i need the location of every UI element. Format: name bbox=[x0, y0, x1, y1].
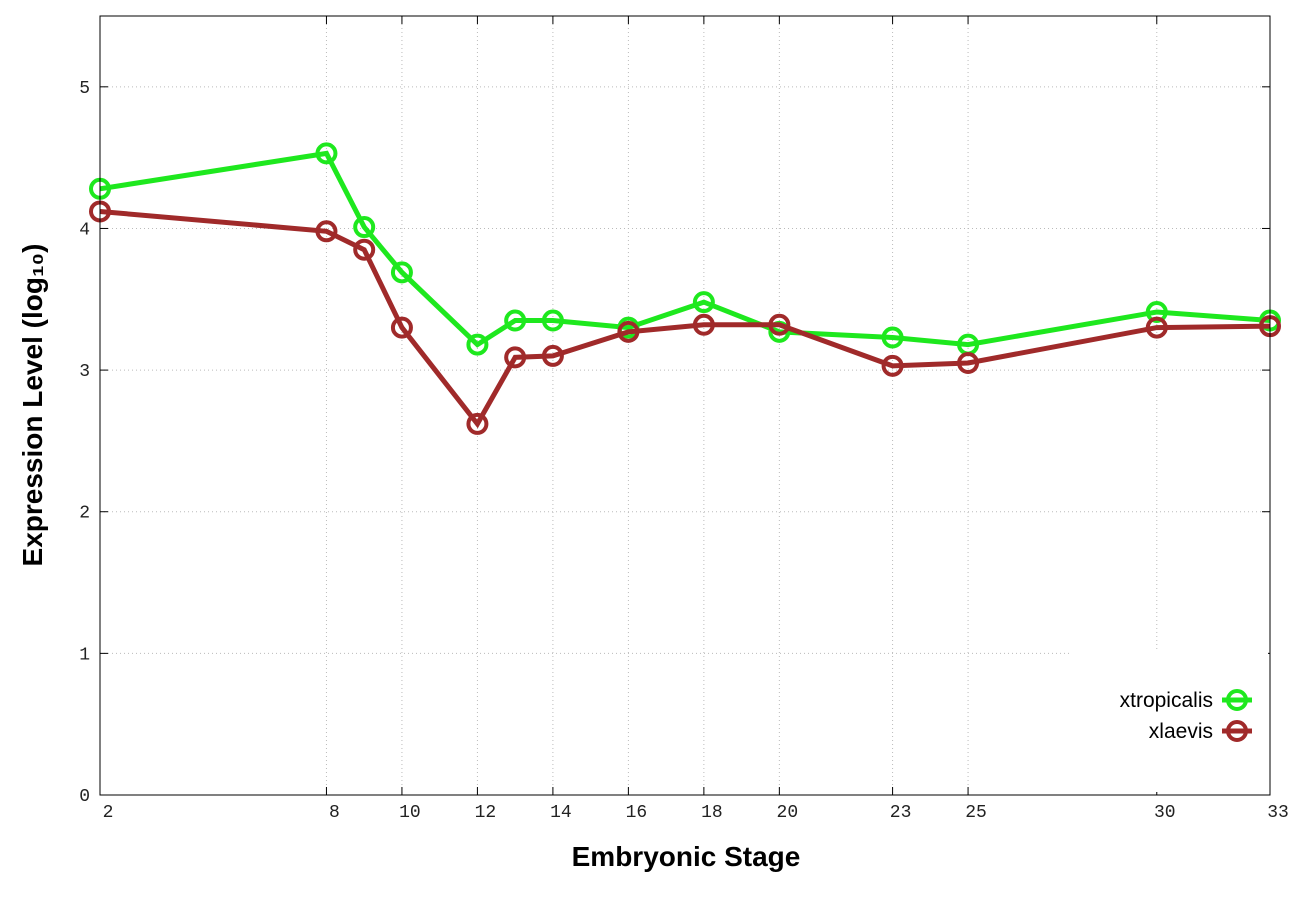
x-tick-label: 14 bbox=[550, 803, 572, 823]
x-tick-label: 2 bbox=[103, 803, 114, 823]
x-tick-label: 23 bbox=[890, 803, 912, 823]
x-tick-label: 8 bbox=[329, 803, 340, 823]
data-point bbox=[504, 346, 527, 369]
x-tick-label: 10 bbox=[399, 803, 421, 823]
data-point bbox=[390, 316, 413, 339]
plot-frame bbox=[99, 15, 1271, 796]
y-tick-label: 0 bbox=[79, 787, 90, 807]
data-point bbox=[768, 313, 791, 336]
x-tick-label: 33 bbox=[1267, 803, 1289, 823]
x-tick-label: 25 bbox=[965, 803, 987, 823]
x-axis-label: Embryonic Stage bbox=[572, 841, 801, 872]
x-tick-label: 30 bbox=[1154, 803, 1176, 823]
x-tick-label: 16 bbox=[626, 803, 648, 823]
data-point bbox=[617, 320, 640, 343]
data-point bbox=[504, 309, 527, 332]
y-tick-label: 4 bbox=[79, 220, 90, 240]
data-point bbox=[390, 261, 413, 284]
legend-label: xlaevis bbox=[1149, 720, 1213, 743]
y-axis-label: Expression Level (log₁₀) bbox=[17, 244, 48, 567]
data-point bbox=[1145, 316, 1168, 339]
y-tick-label: 1 bbox=[79, 645, 90, 665]
y-tick-label: 3 bbox=[79, 362, 90, 382]
data-point bbox=[881, 354, 904, 377]
data-point bbox=[692, 313, 715, 336]
x-tick-label: 20 bbox=[777, 803, 799, 823]
series-line bbox=[99, 208, 1271, 429]
data-point bbox=[881, 326, 904, 349]
data-point bbox=[541, 309, 564, 332]
legend-key bbox=[1226, 720, 1248, 742]
data-point bbox=[957, 352, 980, 375]
data-point bbox=[541, 344, 564, 367]
data-point bbox=[692, 291, 715, 314]
x-tick-label: 18 bbox=[701, 803, 723, 823]
legend-label: xtropicalis bbox=[1120, 689, 1213, 712]
x-tick-label: 12 bbox=[475, 803, 497, 823]
data-point bbox=[466, 412, 489, 435]
data-point bbox=[353, 238, 376, 261]
data-point bbox=[353, 216, 376, 239]
y-tick-label: 2 bbox=[79, 504, 90, 524]
legend-key bbox=[1226, 689, 1248, 711]
data-point bbox=[466, 333, 489, 356]
data-point bbox=[1145, 301, 1168, 324]
y-tick-label: 5 bbox=[79, 79, 90, 99]
data-point bbox=[315, 142, 338, 165]
data-point bbox=[315, 220, 338, 243]
